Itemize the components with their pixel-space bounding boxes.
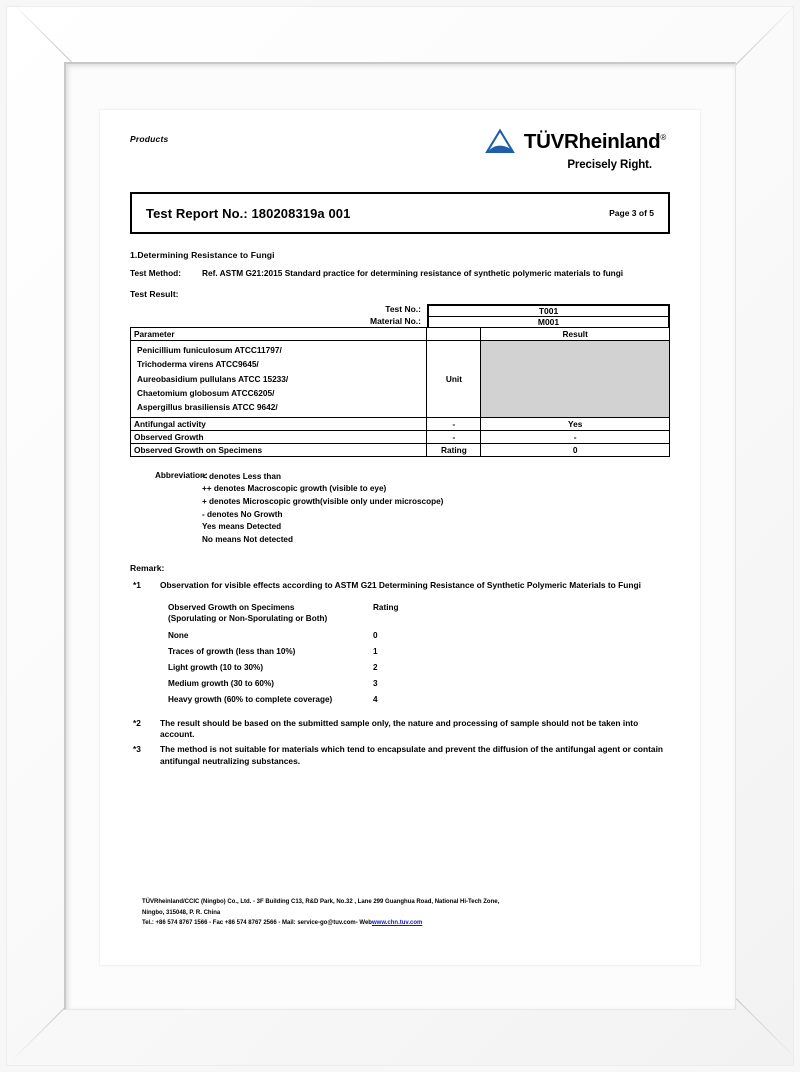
footer-contact-line: Tel.: +86 574 8767 1566 - Fac +86 574 87… [142,919,652,929]
tuv-rheinland-triangle-logo [485,128,515,154]
logo-wordmark: TÜVRheinland® [523,129,666,153]
row-result: Yes [480,416,670,431]
organisms-result-shaded [480,340,670,418]
row-unit: - [426,416,482,431]
row-parameter: Observed Growth [129,429,428,444]
logo-tagline: Precisely Right. [567,159,652,171]
row-result: - [480,429,670,444]
list-item: + denotes Microscopic growth(visible onl… [202,496,444,506]
rating-table-header: Observed Growth on Specimens (Sporulatin… [168,602,670,624]
header-result: Result [480,327,670,342]
rating-header-line1: Observed Growth on Specimens [168,602,295,612]
list-item: < denotes Less than [202,471,281,481]
remark-text: The method is not suitable for materials… [160,744,664,766]
rating-description: Light growth (10 to 30%) [168,662,264,672]
list-item: No means Not detected [202,535,293,545]
header-parameter: Parameter [129,327,428,342]
rating-description: Heavy growth (60% to complete coverage) [168,694,333,704]
rating-value: 3 [373,678,378,688]
results-table: Test No.: T001 Material No.: M001 Parame… [129,304,670,457]
remark-text: Observation for visible effects accordin… [160,579,641,590]
section-heading: 1.Determining Resistance to Fungi [130,250,275,260]
footer-address-line1: TÜVRheinland/CCIC (Ningbo) Co., Ltd. - 3… [142,899,500,905]
abbreviation-list: < denotes Less than ++ denotes Macroscop… [202,471,443,547]
header-unit [426,327,482,342]
remark-heading: Remark: [130,562,165,573]
document-header: Products TÜVRheinland® Precisely Right. [130,128,670,186]
abbreviation-label: Abbreviation: [155,470,208,480]
organisms-unit: Unit [426,340,482,418]
test-no-value: T001 [427,304,670,317]
test-report-number: Test Report No.: 180208319a 001 [146,205,351,221]
row-unit: - [426,429,482,444]
rating-value: 4 [373,694,378,704]
remark-item-2: *2 The result should be based on the sub… [130,718,670,742]
remark-marker: *2 [133,717,141,728]
test-method-label: Test Method: [130,268,182,278]
list-item: - denotes No Growth [202,509,283,519]
footer-website-link[interactable]: www.chn.tuv.com [371,920,423,927]
rating-value: 2 [373,662,378,672]
rating-row: Traces of growth (less than 10%) 1 [168,647,670,656]
row-unit: Rating [426,442,482,457]
footer-address-line2: Ningbo, 315048, P. R. China [142,909,221,916]
organism-list: Penicillium funiculosum ATCC11797/ Trich… [129,340,428,418]
test-no-row: Test No.: T001 [130,304,670,317]
rating-header-description: Observed Growth on Specimens (Sporulatin… [168,602,373,624]
rating-description: None [168,630,189,640]
rating-scale-table: Observed Growth on Specimens (Sporulatin… [168,602,670,704]
rating-description: Medium growth (30 to 60%) [168,678,274,688]
table-row: Antifungal activity - Yes [129,416,670,431]
table-row: Observed Growth - - [129,429,670,444]
list-item: Chaetomium globosum ATCC6205/ [137,387,275,398]
table-row-organisms: Penicillium funiculosum ATCC11797/ Trich… [129,340,670,418]
rating-value: 0 [373,630,378,640]
list-item: Yes means Detected [202,522,282,532]
results-grid: Parameter Result Penicillium funiculosum… [129,327,670,457]
rating-description: Traces of growth (less than 10%) [168,646,296,656]
row-result: 0 [480,442,670,457]
rating-row: None 0 [168,631,670,640]
list-item: Penicillium funiculosum ATCC11797/ [137,345,282,356]
remark-marker: *1 [133,579,141,590]
list-item: Aspergillus brasiliensis ATCC 9642/ [137,402,278,413]
remark-marker: *3 [133,744,141,755]
list-item: ++ denotes Macroscopic growth (visible t… [202,484,387,494]
logo-wordmark-text: TÜVRheinland [523,129,661,153]
material-no-label: Material No.: [369,316,421,327]
remark-item-3: *3 The method is not suitable for materi… [130,744,670,768]
remark-item-1: *1 Observation for visible effects accor… [130,580,670,592]
test-no-label: Test No.: [385,304,421,315]
report-header-box: Test Report No.: 180208319a 001 Page 3 o… [130,192,670,234]
list-item: Aureobasidium pullulans ATCC 15233/ [137,373,289,384]
tuv-rheinland-logo: TÜVRheinland® Precisely Right. [483,128,666,171]
row-parameter: Antifungal activity [129,416,428,431]
table-header-row: Parameter Result [129,327,670,342]
test-method-value: Ref. ASTM G21:2015 Standard practice for… [202,268,624,278]
rating-row: Light growth (10 to 30%) 2 [168,663,670,672]
rating-row: Heavy growth (60% to complete coverage) … [168,695,670,704]
table-row: Observed Growth on Specimens Rating 0 [129,442,670,457]
registered-mark-icon: ® [660,132,666,142]
row-parameter: Observed Growth on Specimens [129,442,428,457]
material-no-value: M001 [427,316,670,328]
rating-header-line2: (Sporulating or Non-Sporulating or Both) [168,613,328,623]
material-no-row: Material No.: M001 [130,316,670,328]
test-method-row: Test Method: Ref. ASTM G21:2015 Standard… [130,268,670,279]
products-label: Products [130,134,169,144]
page-number-label: Page 3 of 5 [609,208,654,218]
rating-header-rating: Rating [373,602,399,612]
test-result-label: Test Result: [130,289,179,300]
test-report-page: Products TÜVRheinland® Precisely Right. … [100,110,700,965]
list-item: Trichoderma virens ATCC9645/ [137,359,259,370]
rating-row: Medium growth (30 to 60%) 3 [168,679,670,688]
remark-text: The result should be based on the submit… [160,717,639,740]
footer-contact-text: Tel.: +86 574 8767 1566 - Fac +86 574 87… [142,920,372,927]
rating-value: 1 [373,646,378,656]
page-footer: TÜVRheinland/CCIC (Ningbo) Co., Ltd. - 3… [142,898,652,929]
abbreviation-block: Abbreviation: < denotes Less than ++ den… [130,471,670,547]
